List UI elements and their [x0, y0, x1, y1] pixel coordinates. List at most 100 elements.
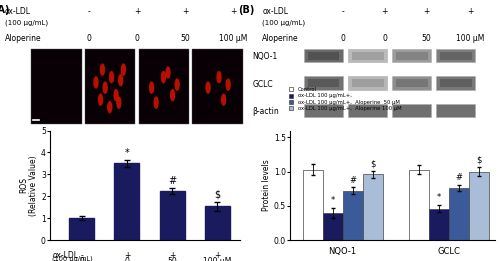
Ellipse shape [118, 74, 124, 86]
Text: $: $ [214, 190, 220, 200]
Ellipse shape [154, 96, 159, 109]
Text: 0: 0 [79, 257, 84, 261]
Text: ox-LDL: ox-LDL [52, 251, 78, 260]
Text: 0: 0 [86, 34, 92, 43]
Bar [304, 104, 343, 117]
Ellipse shape [114, 89, 119, 102]
Text: (100 μg/mL): (100 μg/mL) [52, 255, 93, 261]
Bar [440, 52, 472, 60]
Bar [352, 79, 384, 87]
Bar [348, 76, 387, 90]
Ellipse shape [221, 93, 226, 106]
Bar [348, 104, 387, 117]
Ellipse shape [161, 71, 166, 83]
Ellipse shape [120, 63, 126, 76]
Text: 100 μM: 100 μM [219, 34, 247, 43]
Bar [192, 49, 243, 124]
Bar [396, 52, 428, 60]
Text: *: * [330, 196, 334, 205]
Bar [348, 49, 387, 62]
Bar [342, 191, 362, 240]
Text: (100 μg/mL): (100 μg/mL) [5, 20, 48, 26]
Text: #: # [168, 176, 176, 186]
Text: (A): (A) [0, 5, 10, 15]
Ellipse shape [166, 66, 170, 79]
Ellipse shape [116, 96, 121, 109]
Ellipse shape [226, 78, 231, 91]
Bar [396, 79, 428, 87]
Text: 0: 0 [340, 34, 345, 43]
Text: 100 μM: 100 μM [456, 34, 484, 43]
Bar [138, 49, 189, 124]
Text: 50: 50 [180, 34, 190, 43]
Bar [114, 163, 140, 240]
Bar [304, 76, 343, 90]
Text: GCLC: GCLC [438, 247, 460, 256]
Bar [302, 170, 322, 240]
Text: -: - [88, 7, 90, 16]
Ellipse shape [206, 81, 211, 94]
Text: Aloperine: Aloperine [52, 260, 89, 261]
Legend: Control, ox-LDL 100 μg/mL+,, ox-LDL 100 μg/mL+,  Aloperine  50 μM, ox-LDL 100 μg: Control, ox-LDL 100 μg/mL+,, ox-LDL 100 … [288, 87, 401, 111]
Text: Aloperine: Aloperine [5, 34, 42, 43]
Text: +: + [134, 7, 140, 16]
Bar [308, 52, 340, 60]
Ellipse shape [102, 81, 108, 94]
Text: NQO-1: NQO-1 [252, 52, 278, 61]
Text: (B): (B) [238, 5, 254, 15]
Bar [436, 49, 476, 62]
Text: +: + [468, 7, 473, 16]
Text: $: $ [476, 156, 482, 165]
Text: β-actin: β-actin [252, 107, 279, 116]
Text: -: - [80, 251, 83, 260]
Ellipse shape [100, 63, 105, 76]
Text: 0: 0 [134, 34, 140, 43]
Text: +: + [423, 7, 430, 16]
Bar [449, 188, 469, 240]
Bar [436, 104, 476, 117]
Text: #: # [349, 176, 356, 185]
Bar [322, 213, 342, 240]
Y-axis label: ROS
(Relative Value): ROS (Relative Value) [19, 155, 38, 216]
Text: +: + [382, 7, 388, 16]
Ellipse shape [107, 101, 112, 114]
Bar [429, 209, 449, 240]
Bar [308, 79, 340, 87]
Text: 0: 0 [124, 257, 130, 261]
Text: 50: 50 [168, 257, 177, 261]
Text: GCLC: GCLC [252, 80, 273, 88]
Ellipse shape [98, 93, 103, 106]
Ellipse shape [170, 89, 175, 102]
Bar [205, 206, 230, 240]
Text: #: # [455, 173, 462, 182]
Text: Aloperine: Aloperine [262, 34, 299, 43]
Text: (100 μg/mL): (100 μg/mL) [262, 20, 306, 26]
Ellipse shape [216, 71, 222, 83]
Text: $: $ [370, 159, 375, 168]
Ellipse shape [109, 71, 114, 83]
Text: +: + [169, 251, 175, 260]
Bar [436, 76, 476, 90]
Text: ox-LDL: ox-LDL [262, 7, 288, 16]
Ellipse shape [94, 76, 98, 89]
Bar [160, 191, 184, 240]
Text: +: + [214, 251, 220, 260]
Bar [362, 174, 382, 240]
Bar [440, 79, 472, 87]
Text: +: + [182, 7, 188, 16]
Bar [31, 49, 82, 124]
Text: -: - [342, 7, 344, 16]
Text: *: * [124, 148, 130, 158]
Ellipse shape [174, 78, 180, 91]
Text: 100 μM: 100 μM [203, 257, 232, 261]
Bar [392, 49, 432, 62]
Text: +: + [124, 251, 130, 260]
Bar [352, 52, 384, 60]
Text: NQO-1: NQO-1 [328, 247, 356, 256]
Text: ox-LDL: ox-LDL [5, 7, 31, 16]
Text: +: + [230, 7, 236, 16]
Bar [85, 49, 136, 124]
Text: 0: 0 [382, 34, 387, 43]
Bar [392, 76, 432, 90]
Bar [304, 49, 343, 62]
